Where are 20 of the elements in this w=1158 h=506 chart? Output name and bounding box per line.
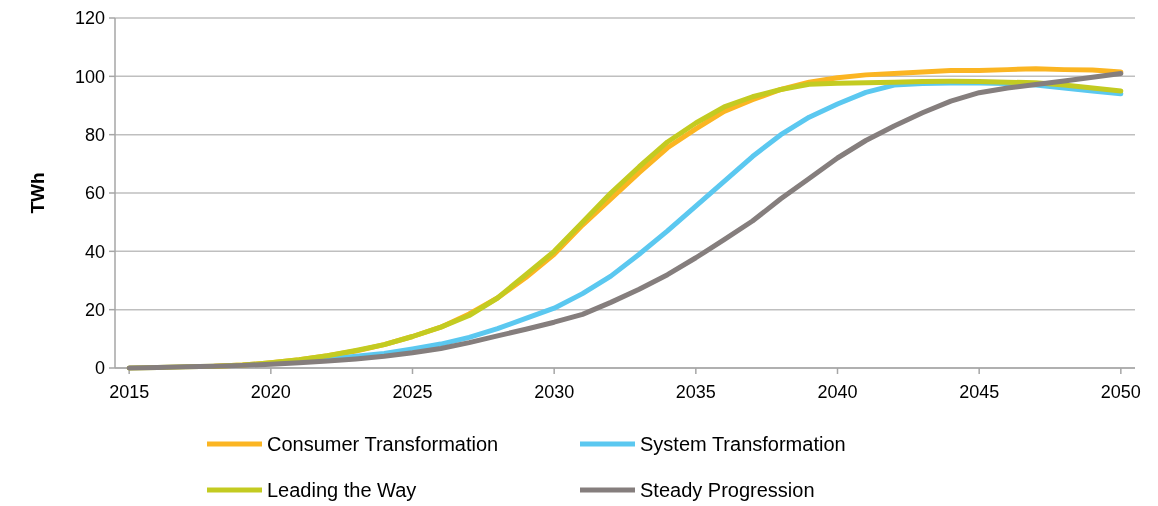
x-tick-label: 2015 (109, 382, 150, 402)
x-tick-label: 2035 (675, 382, 716, 402)
legend-label: Steady Progression (640, 479, 815, 501)
y-tick-label: 40 (84, 241, 105, 262)
x-tick-label: 2020 (250, 382, 291, 402)
x-tick-label: 2045 (959, 382, 1000, 402)
y-tick-label: 60 (84, 183, 105, 204)
y-tick-label: 100 (74, 66, 105, 87)
legend-label: Consumer Transformation (267, 433, 499, 455)
x-tick-label: 2040 (817, 382, 858, 402)
x-tick-label: 2030 (534, 382, 575, 402)
y-tick-label: 120 (74, 8, 105, 29)
y-axis-title: TWh (27, 172, 48, 214)
y-tick-label: 80 (84, 124, 105, 145)
legend-label: Leading the Way (267, 479, 417, 501)
x-tick-label: 2025 (392, 382, 433, 402)
y-tick-label: 0 (94, 358, 105, 379)
x-tick-label: 2050 (1100, 382, 1141, 402)
legend-label: System Transformation (640, 433, 846, 455)
y-tick-label: 20 (84, 299, 105, 320)
